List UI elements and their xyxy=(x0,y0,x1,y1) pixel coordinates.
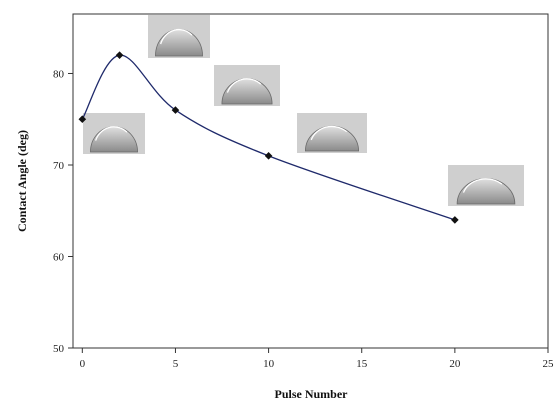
y-tick-label: 80 xyxy=(53,68,65,80)
y-tick-label: 60 xyxy=(53,251,65,263)
droplet-image xyxy=(297,113,367,153)
y-axis-ticks: 50 60 70 80 xyxy=(53,68,73,355)
x-axis-ticks: 0 5 10 15 20 25 xyxy=(80,348,554,370)
data-point-marker xyxy=(171,106,180,114)
x-tick-label: 20 xyxy=(449,358,461,370)
x-axis-title: Pulse Number xyxy=(275,387,349,401)
data-point-marker xyxy=(78,115,87,124)
x-tick-label: 15 xyxy=(356,358,368,370)
droplet-image xyxy=(148,15,210,58)
droplet-image xyxy=(448,165,524,206)
droplet-image xyxy=(214,65,280,106)
x-tick-label: 10 xyxy=(263,358,275,370)
droplet-image xyxy=(83,113,145,154)
x-tick-label: 25 xyxy=(543,358,555,370)
series-line xyxy=(81,54,456,221)
y-tick-label: 50 xyxy=(53,343,65,355)
data-markers xyxy=(78,51,459,224)
x-tick-label: 5 xyxy=(173,358,179,370)
droplet-images xyxy=(83,15,524,206)
data-point-marker xyxy=(451,216,459,224)
y-axis-title: Contact Angle (deg) xyxy=(15,130,29,232)
data-point-marker xyxy=(264,152,273,160)
data-point-marker xyxy=(115,51,124,59)
x-tick-label: 0 xyxy=(80,358,86,370)
y-tick-label: 70 xyxy=(53,160,65,172)
